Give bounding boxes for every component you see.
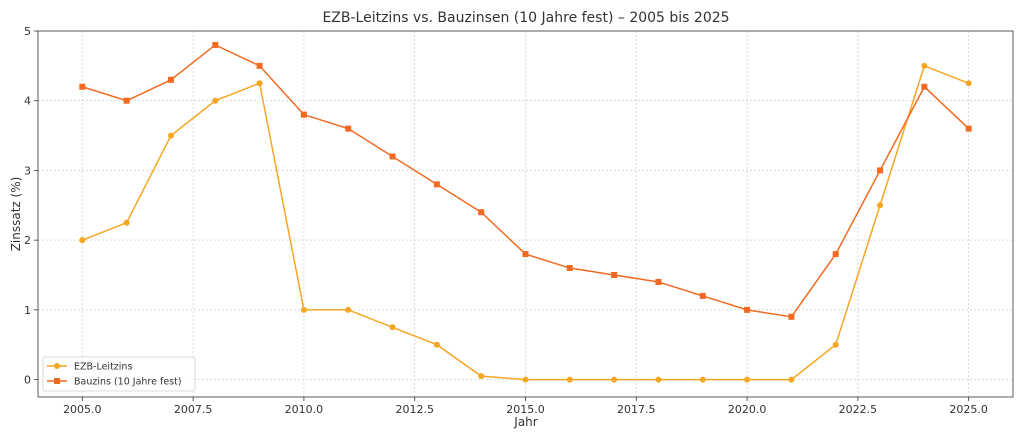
plot-frame (37, 30, 1014, 398)
legend-item: Bauzins (10 Jahre fest) (47, 377, 182, 388)
data-point (389, 153, 396, 160)
data-point (79, 237, 86, 244)
y-tick-label: 3 (24, 164, 31, 177)
legend-item: EZB-Leitzins (47, 362, 132, 373)
data-point (877, 202, 884, 209)
data-point (699, 376, 706, 383)
chart-title: EZB-Leitzins vs. Bauzinsen (10 Jahre fes… (322, 10, 729, 26)
y-tick-label: 0 (24, 374, 31, 387)
data-point (345, 125, 352, 132)
y-tick-label: 5 (24, 25, 31, 38)
data-point (478, 209, 485, 216)
data-point (566, 376, 573, 383)
data-point (611, 376, 618, 383)
data-point (167, 132, 174, 139)
data-point (522, 376, 529, 383)
data-point (877, 167, 884, 174)
data-point (522, 251, 529, 258)
x-tick-label: 2020.0 (728, 403, 767, 416)
data-point (921, 83, 928, 90)
data-point (79, 83, 86, 90)
data-point (832, 251, 839, 258)
data-point (611, 272, 618, 278)
data-point (345, 306, 352, 313)
x-tick-label: 2022.5 (839, 403, 878, 416)
series-bauzins (79, 41, 972, 320)
data-point (300, 306, 307, 313)
y-tick-label: 4 (24, 95, 31, 108)
ticks: 2005.0 2007.5 2010.0 2012.5 2015.0 2017.5 2020… (24, 25, 988, 416)
legend-marker (54, 363, 60, 369)
x-tick-label: 2015.0 (506, 403, 545, 416)
data-point (212, 41, 219, 48)
data-point (788, 313, 795, 320)
data-point (921, 62, 928, 69)
data-point (123, 219, 130, 226)
legend-marker (54, 378, 60, 384)
x-tick-label: 2017.5 (617, 403, 656, 416)
series-group (79, 41, 972, 383)
data-point (212, 97, 219, 104)
data-point (788, 376, 795, 383)
y-tick-label: 1 (24, 304, 31, 317)
data-point (699, 292, 706, 299)
legend: EZB-Leitzins Bauzins (10 Jahre fest) (42, 356, 196, 392)
data-point (566, 265, 573, 272)
x-tick-label: 2005.0 (63, 403, 102, 416)
data-point (832, 341, 839, 348)
data-point (433, 341, 440, 348)
data-point (478, 373, 485, 380)
series-ezb-leitzins (79, 62, 972, 383)
data-point (655, 376, 662, 383)
data-point (965, 80, 972, 87)
data-point (433, 181, 440, 188)
y-axis-label: Zinssatz (%) (9, 177, 23, 252)
legend-label: Bauzins (10 Jahre fest) (74, 377, 182, 388)
data-point (256, 80, 263, 87)
data-point (965, 125, 972, 132)
legend-label: EZB-Leitzins (74, 362, 132, 373)
x-tick-label: 2010.0 (285, 403, 324, 416)
data-point (389, 324, 396, 331)
data-point (167, 76, 174, 83)
y-tick-label: 2 (24, 234, 31, 247)
x-tick-label: 2025.0 (949, 403, 988, 416)
x-axis-label: Jahr (513, 415, 537, 429)
grid (38, 30, 1013, 397)
data-point (123, 97, 130, 104)
data-point (300, 111, 307, 118)
x-tick-label: 2012.5 (395, 403, 434, 416)
data-point (655, 278, 662, 285)
data-point (744, 306, 751, 313)
legend-box (42, 356, 196, 392)
x-tick-label: 2007.5 (174, 403, 213, 416)
data-point (256, 62, 263, 69)
data-point (744, 376, 751, 383)
